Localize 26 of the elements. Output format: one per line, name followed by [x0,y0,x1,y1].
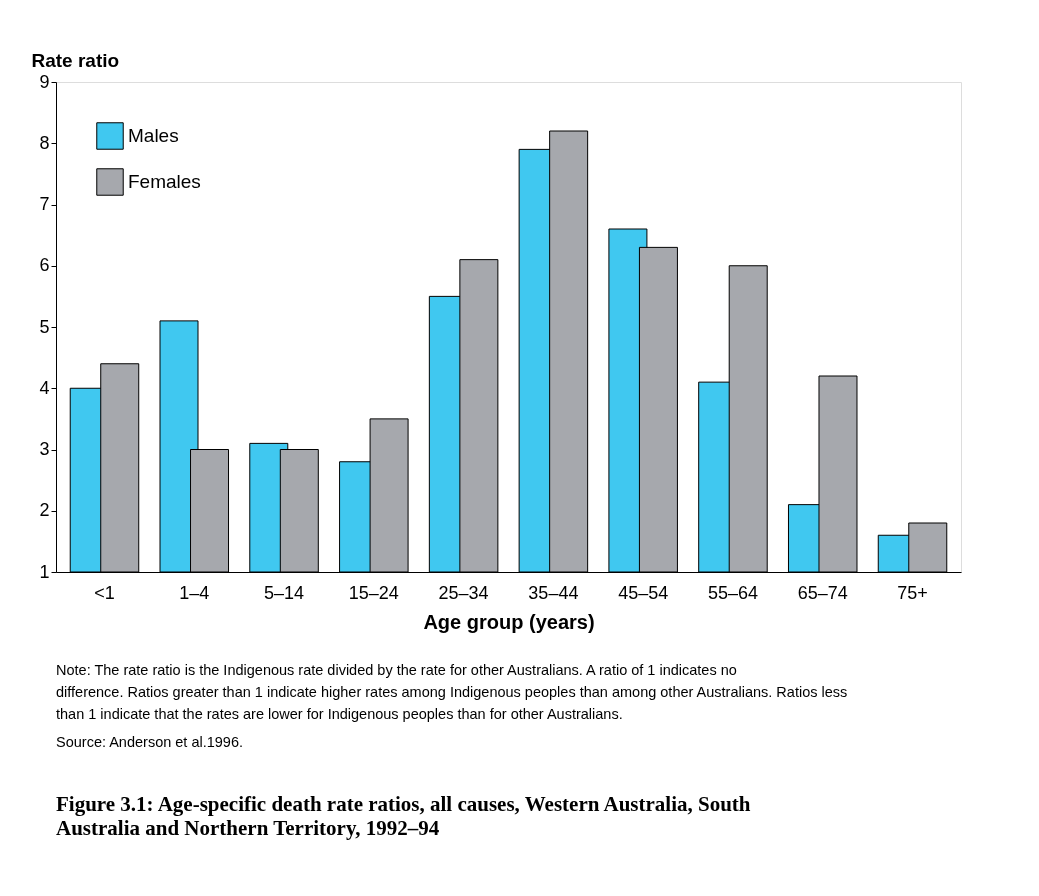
y-tick-label: 3 [39,439,50,459]
source-note: Source: Anderson et al.1996. [56,734,244,750]
y-tick-label: 8 [39,132,50,153]
x-tick-label: 55–64 [707,582,758,603]
y-tick-label: 9 [39,71,50,92]
legend-label: Males [128,125,179,146]
y-axis-title: Rate ratio [31,49,120,71]
y-tick-label: 2 [39,500,50,521]
x-tick-label: 1–4 [179,582,210,603]
x-axis-title: Age group (years) [423,610,595,633]
x-tick-label: <1 [94,582,115,603]
x-tick-label: 25–34 [438,582,489,603]
text: Note: The rate ratio is the Indigenous rate divided by the rate for other Australians. A ratio of 1 indicates no difference. Ratios greater than 1 indicate higher rates among Indigenous peoples than among other Australians. Ratios less than 1 indicate that the rates are lower for Indigenous peoples than for other Australians. [56,662,848,722]
y-tick-label: 5 [39,316,50,337]
x-tick-label: 5–14 [264,582,305,603]
x-tick-label: 35–44 [528,582,579,603]
y-tick-label: 1 [39,561,50,582]
x-tick-label: 45–54 [618,582,669,603]
x-tick-label: 65–74 [797,582,848,603]
x-tick-label: 15–24 [348,582,399,603]
y-tick-label: 7 [39,194,50,214]
text: Figure 3.1: Age-specific death rate ratios, all causes, Western Australia, South Australia and Northern Territory, 1992–94 [56,792,751,840]
legend-label: Females [128,171,201,192]
x-tick-label: 75+ [897,582,928,603]
y-tick-label: 4 [39,377,50,398]
y-tick-label: 6 [39,255,50,276]
